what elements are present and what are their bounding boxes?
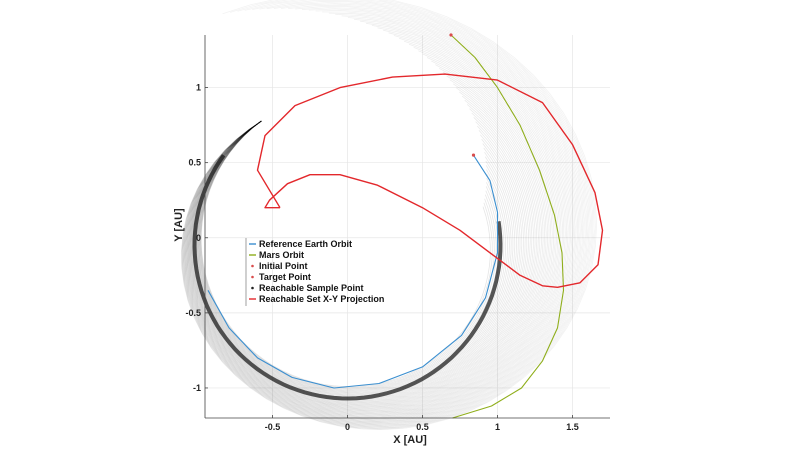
series-line-1 (450, 34, 565, 419)
trajectory-29 (191, 83, 542, 410)
trajectory-50 (185, 18, 573, 422)
trajectory-55 (184, 11, 580, 424)
trajectory-4 (199, 120, 499, 391)
trajectory-49 (185, 20, 572, 421)
legend-label-4: Reachable Sample Point (259, 283, 364, 293)
trajectory-43 (187, 35, 563, 418)
trajectory-35 (189, 60, 552, 413)
legend-label-0: Reference Earth Orbit (259, 239, 352, 249)
trajectory-59 (183, 6, 585, 426)
trajectory-36 (189, 57, 553, 414)
trajectory-7 (198, 120, 505, 394)
y-tick-label-3: 0.5 (188, 158, 201, 168)
trajectory-34 (190, 64, 550, 413)
y-axis-label: Y [AU] (173, 208, 185, 242)
trajectory-66 (181, 0, 594, 429)
trajectory-51 (185, 17, 575, 422)
trajectory-68 (181, 0, 596, 430)
trajectory-65 (181, 0, 592, 429)
trajectory-3 (199, 120, 497, 390)
x-tick-label-4: 1.5 (566, 422, 579, 432)
x-tick-label-2: 0.5 (416, 422, 429, 432)
y-tick-label-1: -0.5 (185, 308, 201, 318)
x-axis-label: X [AU] (393, 434, 427, 446)
trajectory-46 (186, 27, 568, 420)
trajectory-60 (183, 4, 586, 427)
trajectory-42 (187, 37, 562, 417)
series-marker-3-0 (471, 153, 476, 157)
legend-swatch-3 (251, 275, 254, 279)
legend-label-5: Reachable Set X-Y Projection (259, 294, 384, 304)
y-tick-label-0: -1 (193, 383, 201, 393)
trajectory-44 (187, 32, 565, 419)
trajectory-63 (182, 1, 590, 428)
trajectory-69 (180, 0, 598, 431)
inner-crescent (192, 154, 503, 401)
trajectory-45 (186, 29, 566, 419)
y-tick-label-2: 0 (196, 233, 201, 243)
x-tick-label-1: 0 (345, 422, 350, 432)
trajectory-48 (186, 22, 570, 421)
trajectory-57 (183, 8, 582, 425)
trajectory-64 (182, 0, 591, 428)
trajectory-37 (189, 53, 555, 415)
trajectory-10 (197, 120, 510, 396)
reachable-trajectory-band (180, 0, 598, 431)
trajectory-0 (200, 120, 491, 388)
trajectory-12 (196, 120, 514, 398)
x-tick-label-0: -0.5 (265, 422, 281, 432)
axes: -0.5 0 0.5 1 1.5 -1 -0.5 0 0.5 1 (185, 35, 610, 432)
series-line-5 (256, 73, 604, 288)
series-marker-2-0 (449, 33, 453, 37)
trajectory-8 (198, 120, 507, 394)
trajectory-31 (190, 75, 546, 411)
series-lines (207, 33, 604, 419)
trajectory-30 (191, 79, 544, 410)
series-line-0 (207, 154, 499, 389)
trajectory-39 (188, 47, 558, 416)
trajectory-54 (184, 12, 578, 424)
trajectory-11 (197, 120, 512, 397)
trajectory-38 (188, 50, 556, 415)
legend-label-2: Initial Point (259, 261, 308, 271)
trajectory-61 (182, 3, 588, 427)
legend-label-1: Mars Orbit (259, 250, 304, 260)
trajectory-52 (185, 15, 576, 423)
legend-swatch-2 (251, 264, 254, 268)
x-tick-label-3: 1 (495, 422, 500, 432)
trajectory-33 (190, 67, 549, 412)
legend-label-3: Target Point (259, 272, 311, 282)
legend-swatch-4 (251, 286, 254, 290)
trajectory-9 (197, 120, 509, 395)
trajectory-58 (183, 7, 584, 426)
trajectory-32 (190, 71, 547, 412)
trajectory-41 (187, 40, 561, 417)
trajectory-67 (181, 0, 595, 430)
trajectory-40 (188, 43, 559, 416)
y-tick-label-4: 1 (196, 83, 201, 93)
trajectory-53 (184, 14, 577, 423)
trajectory-47 (186, 25, 569, 420)
trajectory-62 (182, 2, 589, 427)
